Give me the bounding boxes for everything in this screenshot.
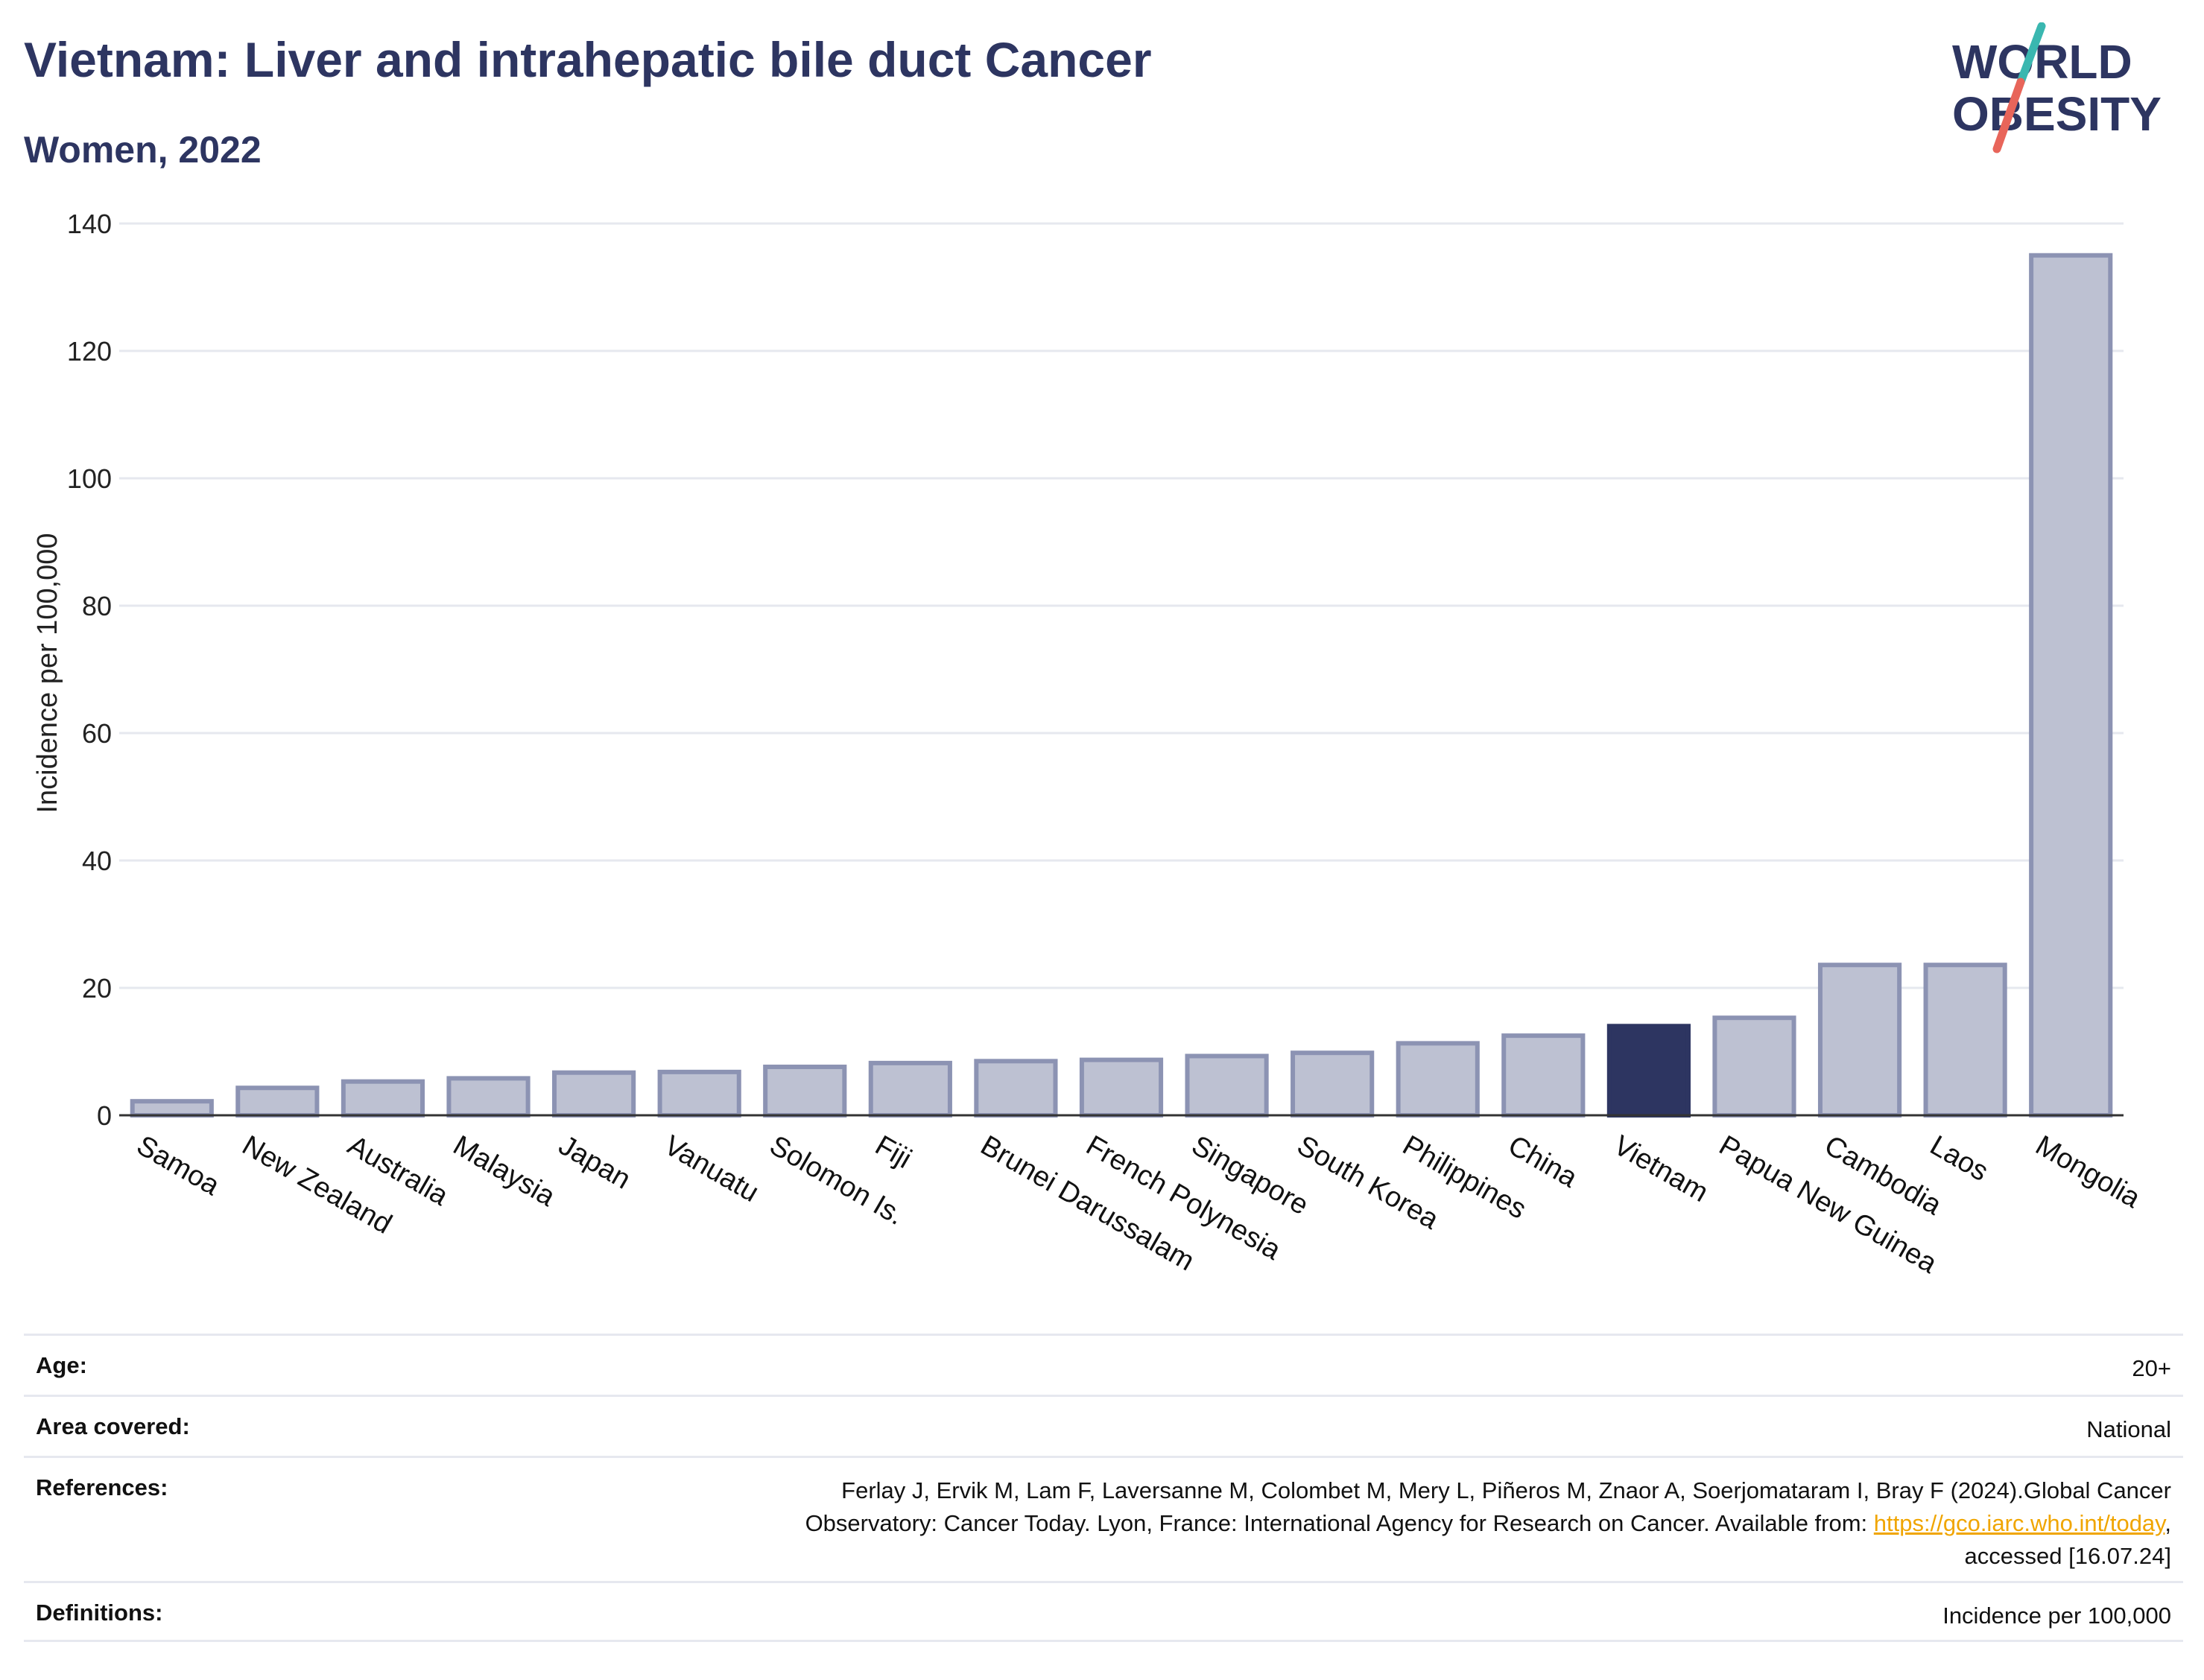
logo-slash-top (2016, 22, 2046, 86)
bar-malaysia (446, 1076, 531, 1118)
references-line-3: accessed [16.07.24] (1964, 1543, 2171, 1569)
logo-line-1: WORLD (1952, 35, 2132, 89)
bar-singapore (1185, 1053, 1269, 1118)
x-tick-label: Fiji (870, 1129, 916, 1175)
world-obesity-logo: WORLD OBESITY (1952, 22, 2162, 153)
area-label: Area covered: (36, 1413, 190, 1439)
meta-row-definitions: Definitions: Incidence per 100,000 (24, 1581, 2183, 1642)
bar-australia (341, 1079, 425, 1118)
logo-slash-bottom (1992, 77, 2025, 153)
y-tick-label: 20 (82, 973, 112, 1004)
references-label: References: (36, 1474, 168, 1500)
bar-new-zealand (235, 1085, 320, 1118)
chart-subtitle: Women, 2022 (24, 129, 262, 171)
references-line-2: Observatory: Cancer Today. Lyon, France:… (805, 1510, 1874, 1536)
area-value: National (2086, 1416, 2171, 1442)
meta-row-age: Age: 20+ (24, 1334, 2183, 1395)
bars (130, 253, 2113, 1118)
bar-papua-new-guinea (1712, 1015, 1796, 1118)
age-value: 20+ (2132, 1355, 2171, 1381)
y-tick-label: 100 (67, 463, 112, 494)
references-value: Ferlay J, Ervik M, Lam F, Laversanne M, … (805, 1474, 2171, 1573)
references-link[interactable]: https://gco.iarc.who.int/today (1873, 1510, 2165, 1536)
bar-samoa (130, 1099, 214, 1118)
y-tick-label: 80 (82, 591, 112, 621)
age-label: Age: (36, 1352, 87, 1378)
bar-cambodia (1817, 963, 1902, 1118)
x-tick-label: Vanuatu (659, 1129, 764, 1208)
meta-row-area: Area covered: National (24, 1395, 2183, 1456)
x-tick-label: Malaysia (448, 1129, 561, 1213)
y-tick-label: 60 (82, 718, 112, 749)
grid-lines (119, 222, 2124, 989)
bar-mongolia (2029, 253, 2113, 1118)
meta-row-references: References: Ferlay J, Ervik M, Lam F, La… (24, 1456, 2183, 1581)
bar-vietnam (1606, 1024, 1691, 1118)
x-tick-label: China (1503, 1129, 1583, 1194)
references-line-2-post: , (2165, 1510, 2171, 1536)
x-tick-label: Laos (1925, 1129, 1993, 1188)
logo-line-2: OBESITY (1952, 87, 2162, 141)
references-line-1: Ferlay J, Ervik M, Lam F, Laversanne M, … (841, 1477, 2171, 1503)
y-tick-label: 140 (67, 209, 112, 239)
y-axis-label: Incidence per 100,000 (32, 533, 63, 813)
y-tick-label: 120 (67, 336, 112, 367)
chart-title: Vietnam: Liver and intrahepatic bile duc… (24, 32, 1152, 87)
bar-philippines (1396, 1041, 1480, 1118)
bar-laos (1923, 963, 2007, 1118)
x-tick-label: Samoa (131, 1129, 225, 1202)
y-tick-label: 40 (82, 846, 112, 876)
bar-fiji (868, 1060, 952, 1118)
bar-french-polynesia (1079, 1057, 1164, 1118)
bar-japan (552, 1070, 636, 1118)
definitions-label: Definitions: (36, 1600, 163, 1626)
bar-chart: 0 20 40 60 80 100 120 140 Samoa New ZealandAustr… (32, 209, 2146, 1280)
x-tick-label: Japan (554, 1129, 636, 1195)
y-tick-label: 0 (97, 1100, 112, 1131)
definitions-value: Incidence per 100,000 (1942, 1603, 2171, 1629)
y-tick-labels: 0 20 40 60 80 100 120 140 (67, 209, 112, 1131)
metadata-table: Age: 20+ Area covered: National Referenc… (24, 1334, 2183, 1642)
bar-brunei-darussalam (974, 1059, 1058, 1118)
x-tick-label: Mongolia (2030, 1129, 2146, 1214)
bar-china (1501, 1033, 1586, 1118)
bar-vanuatu (657, 1069, 741, 1118)
bar-south-korea (1291, 1050, 1375, 1118)
bar-solomon-is (763, 1065, 847, 1118)
x-tick-label: Vietnam (1608, 1129, 1713, 1208)
